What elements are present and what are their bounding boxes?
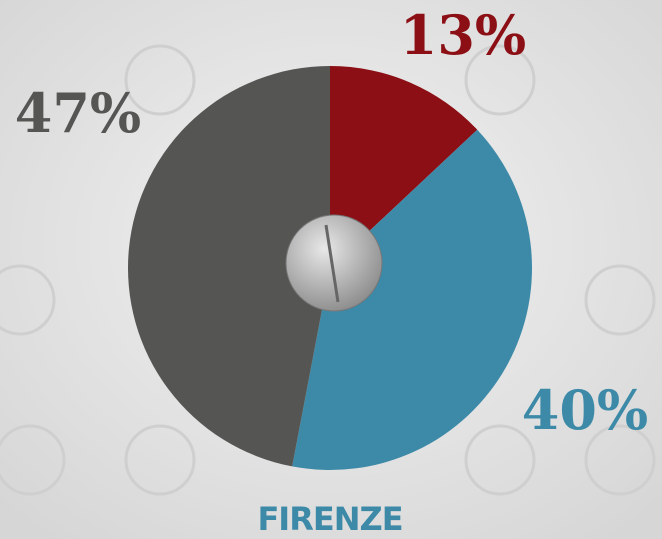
background-holes [0,44,656,496]
data-label: 13% [400,3,526,67]
pie-slice [330,66,478,268]
pie-slice [128,66,330,467]
pie-slice [292,129,532,470]
coin-slot [324,224,340,303]
data-label: 47% [15,81,141,145]
chart-title: FIRENZE [257,500,402,538]
center-coin [285,214,383,312]
data-label: 40% [522,378,648,442]
